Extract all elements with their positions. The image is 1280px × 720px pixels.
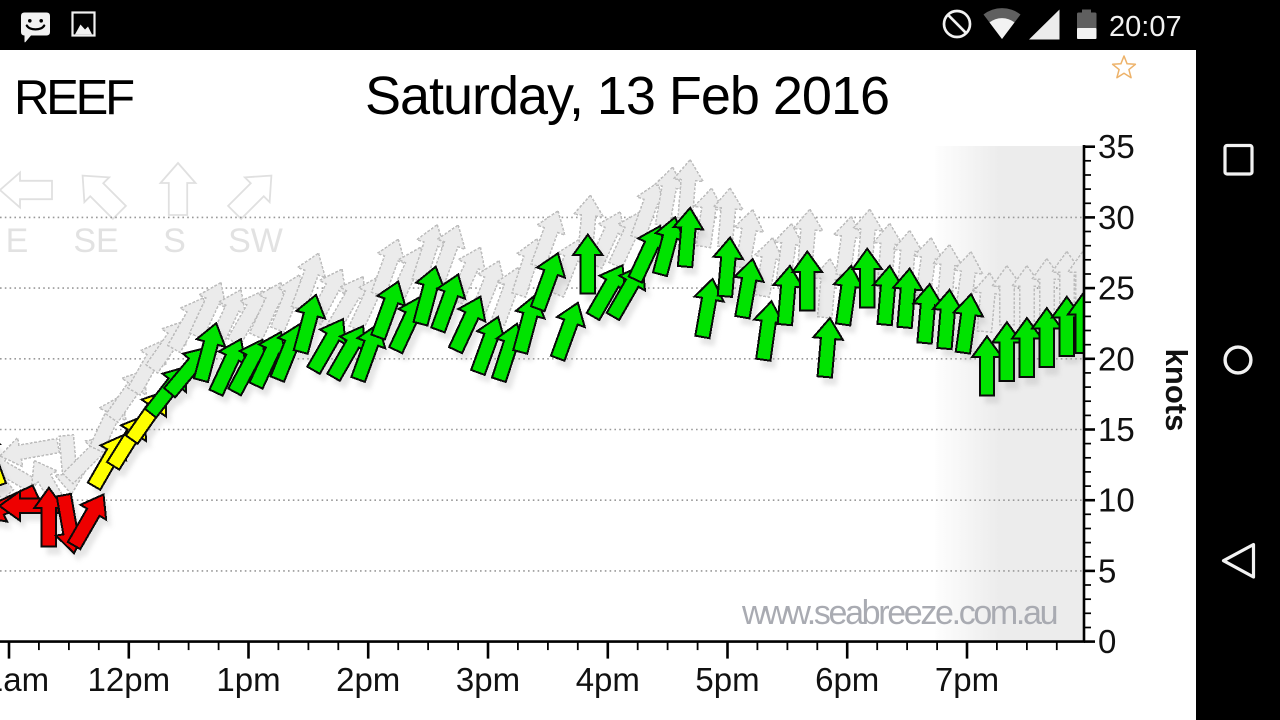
svg-text:3pm: 3pm <box>456 661 520 698</box>
svg-text:25: 25 <box>1098 270 1135 307</box>
svg-text:5pm: 5pm <box>695 661 759 698</box>
svg-text:knots: knots <box>1159 349 1194 432</box>
svg-text:2pm: 2pm <box>336 661 400 698</box>
svg-text:5: 5 <box>1098 552 1116 589</box>
svg-text:E: E <box>6 222 29 260</box>
svg-text:1pm: 1pm <box>216 661 280 698</box>
svg-text:7pm: 7pm <box>935 661 999 698</box>
svg-text:15: 15 <box>1098 411 1135 448</box>
svg-text:20:07: 20:07 <box>1109 11 1182 43</box>
svg-text:11am: 11am <box>0 661 49 698</box>
svg-text:SW: SW <box>228 222 283 260</box>
svg-text:0: 0 <box>1098 623 1116 660</box>
svg-text:12pm: 12pm <box>88 661 171 698</box>
svg-text:SE: SE <box>73 222 118 260</box>
svg-text:20: 20 <box>1098 340 1135 377</box>
svg-text:www.seabreeze.com.au: www.seabreeze.com.au <box>741 594 1060 632</box>
svg-text:10: 10 <box>1098 482 1135 519</box>
svg-text:Saturday, 13 Feb 2016: Saturday, 13 Feb 2016 <box>365 66 890 126</box>
svg-text:4pm: 4pm <box>576 661 640 698</box>
svg-text:6pm: 6pm <box>815 661 879 698</box>
svg-text:S: S <box>163 222 186 260</box>
svg-text:REEF: REEF <box>14 71 135 125</box>
svg-text:30: 30 <box>1098 199 1135 236</box>
svg-text:35: 35 <box>1098 128 1135 165</box>
